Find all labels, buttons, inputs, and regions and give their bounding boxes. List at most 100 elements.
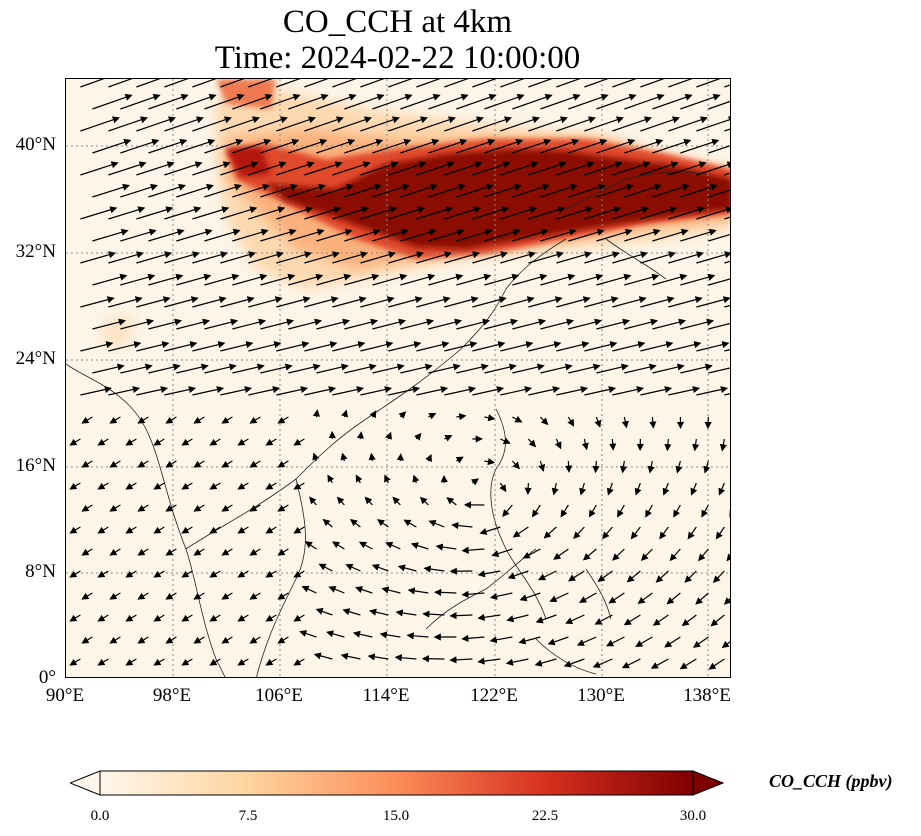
wind-arrow [456, 93, 497, 110]
wind-arrow [444, 434, 453, 442]
wind-arrow [680, 318, 715, 330]
wind-arrow [69, 482, 81, 490]
wind-arrow [584, 206, 622, 220]
wind-arrow [260, 273, 296, 286]
wind-arrow [120, 318, 155, 330]
wind-arrow [484, 93, 525, 110]
wind-arrow [696, 161, 730, 176]
wind-arrow [260, 93, 301, 110]
wind-arrow [500, 296, 535, 308]
wind-arrow [505, 658, 529, 666]
wind-arrow [659, 526, 669, 540]
wind-arrow [388, 386, 421, 396]
wind-arrow [655, 570, 669, 583]
wind-arrow [220, 296, 255, 308]
wind-arrow [596, 138, 636, 154]
wind-arrow [472, 206, 510, 220]
wind-arrow [506, 614, 529, 623]
wind-arrow [472, 161, 511, 176]
wind-arrow [288, 273, 324, 286]
wind-arrow [293, 526, 305, 534]
wind-arrow [579, 482, 587, 496]
wind-arrow [316, 228, 353, 242]
wind-arrow [612, 251, 648, 264]
wind-arrow [522, 548, 541, 559]
wind-arrow [568, 273, 604, 286]
wind-arrow [724, 349, 730, 352]
lat-label-16n: 16°N [15, 455, 56, 476]
wind-arrow [652, 93, 693, 110]
wind-arrow [394, 654, 417, 662]
wind-arrow [304, 206, 342, 220]
wind-arrow [612, 386, 645, 396]
wind-arrow [97, 438, 109, 446]
wind-arrow [248, 341, 282, 352]
wind-arrow [136, 206, 174, 220]
wind-arrow [666, 592, 681, 605]
wind-arrow [220, 116, 260, 132]
wind-arrow [640, 386, 673, 396]
wind-arrow [136, 296, 171, 308]
wind-arrow [584, 161, 623, 176]
wind-arrow [416, 161, 455, 176]
wind-arrow [400, 183, 438, 198]
wind-arrow [567, 416, 575, 427]
wind-arrow [428, 520, 445, 528]
wind-arrow [232, 183, 270, 198]
wind-arrow [137, 460, 149, 468]
wind-arrow [696, 79, 721, 88]
wind-arrow [477, 613, 501, 621]
wind-arrow [97, 658, 109, 666]
wind-arrow [108, 161, 147, 176]
wind-arrow [640, 548, 653, 562]
wind-arrow [344, 363, 377, 374]
wind-arrow [220, 341, 254, 352]
wind-arrow [444, 341, 478, 352]
wind-arrow [381, 586, 401, 594]
wind-arrow [708, 189, 730, 198]
wind-arrow [428, 93, 469, 110]
wind-arrow [668, 251, 704, 264]
wind-arrow [220, 161, 259, 176]
wind-arrow [584, 341, 618, 352]
wind-arrow [153, 614, 165, 622]
wind-arrow [444, 161, 483, 176]
wind-arrow [456, 273, 492, 286]
wind-arrow [316, 318, 351, 330]
wind-arrow [584, 296, 619, 308]
wind-arrow [69, 526, 81, 534]
wind-arrow [232, 363, 265, 374]
colorbar-tick-15: 15.0 [382, 808, 410, 824]
wind-arrow [265, 570, 277, 578]
wind-arrow [696, 386, 729, 396]
wind-arrow [680, 273, 716, 286]
wind-arrow [556, 206, 594, 220]
wind-arrow [372, 363, 405, 374]
wind-arrow [148, 318, 183, 330]
wind-arrow [120, 183, 158, 198]
wind-arrow [221, 592, 233, 600]
wind-arrow [80, 296, 115, 308]
wind-arrow [344, 318, 379, 330]
wind-arrow [332, 161, 371, 176]
wind-arrow [181, 570, 193, 578]
wind-arrow [612, 206, 650, 220]
wind-arrow [419, 496, 429, 506]
wind-arrow [136, 79, 161, 88]
wind-arrow [444, 206, 482, 220]
wind-arrow [342, 608, 361, 616]
wind-arrow [422, 610, 445, 618]
wind-arrow [360, 386, 393, 396]
wind-arrow [277, 460, 289, 468]
wind-arrow [584, 251, 620, 264]
wind-arrow [293, 482, 305, 490]
wind-arrow [512, 93, 553, 110]
colorbar-max-extend [692, 770, 725, 796]
wind-arrow [232, 228, 269, 242]
wind-arrow [461, 546, 485, 554]
wind-arrow [249, 504, 261, 512]
wind-arrow [204, 228, 241, 242]
wind-arrow [518, 636, 541, 645]
wind-arrow [165, 548, 177, 556]
wind-arrow [125, 570, 137, 578]
